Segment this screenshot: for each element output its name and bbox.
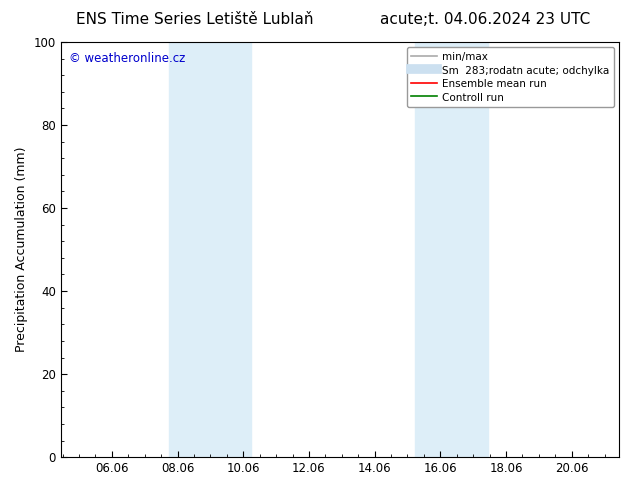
Y-axis label: Precipitation Accumulation (mm): Precipitation Accumulation (mm) xyxy=(15,147,28,352)
Bar xyxy=(415,42,488,457)
Legend: min/max, Sm  283;rodatn acute; odchylka, Ensemble mean run, Controll run: min/max, Sm 283;rodatn acute; odchylka, … xyxy=(407,47,614,107)
Text: acute;t. 04.06.2024 23 UTC: acute;t. 04.06.2024 23 UTC xyxy=(380,12,591,27)
Text: ENS Time Series Letiště Lublaň: ENS Time Series Letiště Lublaň xyxy=(76,12,314,27)
Bar xyxy=(169,42,251,457)
Text: © weatheronline.cz: © weatheronline.cz xyxy=(69,52,185,66)
